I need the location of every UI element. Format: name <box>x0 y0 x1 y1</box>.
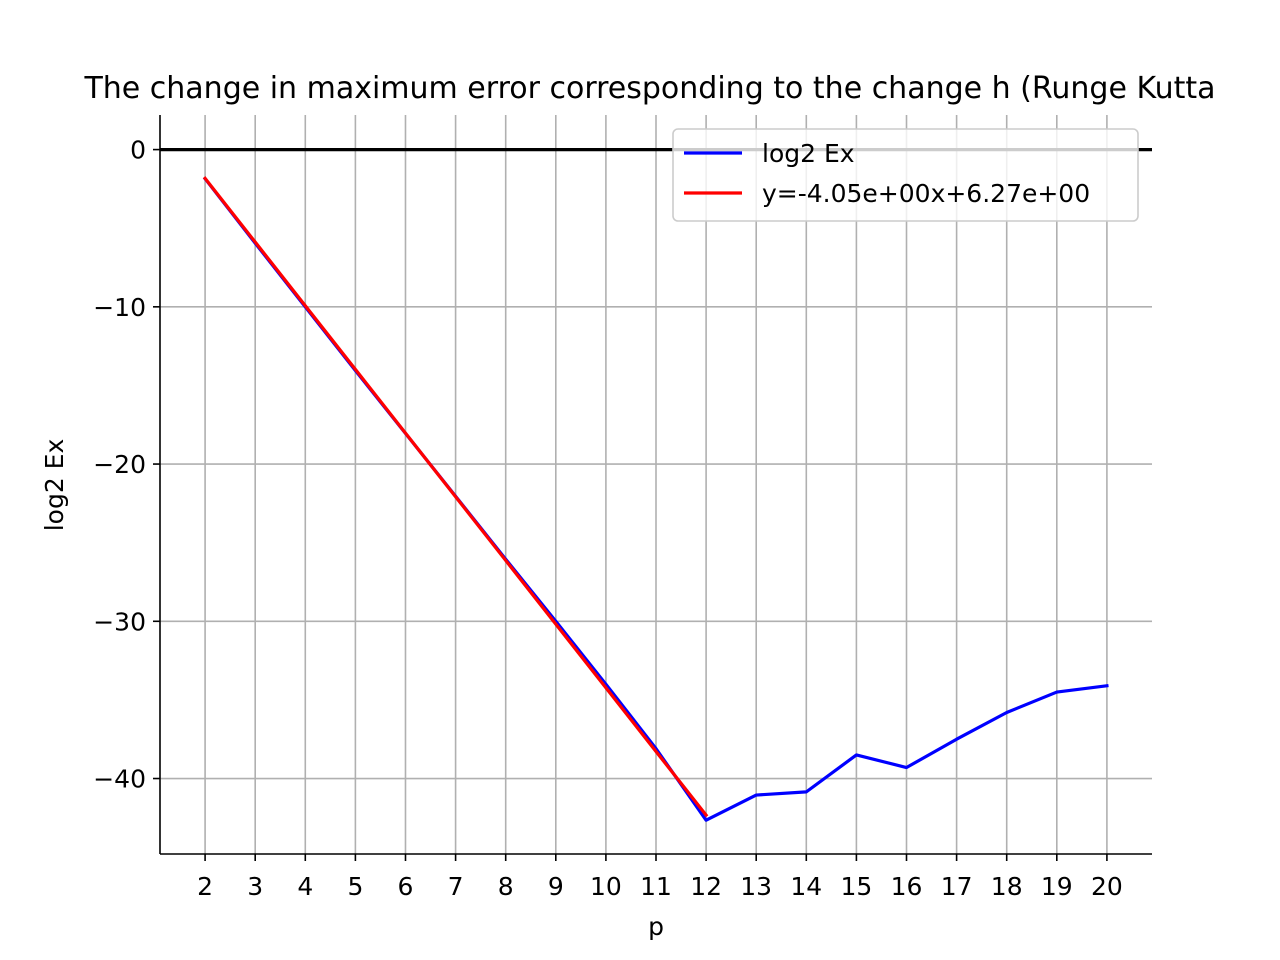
series-group <box>202 176 1109 822</box>
x-tick-label: 3 <box>247 872 263 901</box>
x-axis-label: p <box>648 912 664 941</box>
x-tick-label: 4 <box>297 872 313 901</box>
legend-box <box>672 128 1139 222</box>
x-tick-label: 13 <box>740 872 772 901</box>
x-tick-label: 19 <box>1041 872 1073 901</box>
x-tick-label: 15 <box>840 872 872 901</box>
x-tick-label: 14 <box>790 872 822 901</box>
y-tick-label: −10 <box>93 293 146 322</box>
y-tick-label: 0 <box>130 136 146 165</box>
x-tick-label: 20 <box>1091 872 1123 901</box>
y-tick-label: −40 <box>93 765 146 794</box>
ticks: 2 3 4 5 6 7 8 9 10 11 12 13 14 15 16 17 18 19 20 0 −10 −20 −30… <box>93 136 1123 901</box>
legend-label: y=-4.05e+00x+6.27e+00 <box>762 179 1090 208</box>
x-tick-label: 12 <box>690 872 722 901</box>
x-tick-label: 6 <box>398 872 414 901</box>
y-tick-label: −30 <box>93 607 146 636</box>
x-tick-label: 18 <box>991 872 1023 901</box>
x-tick-label: 5 <box>347 872 363 901</box>
legend-label: log2 Ex <box>762 139 855 168</box>
x-tick-label: 9 <box>548 872 564 901</box>
x-tick-label: 2 <box>197 872 213 901</box>
x-tick-label: 16 <box>891 872 923 901</box>
x-tick-label: 11 <box>640 872 672 901</box>
x-tick-label: 8 <box>498 872 514 901</box>
y-tick-label: −20 <box>93 450 146 479</box>
series-line-1 <box>202 176 709 818</box>
legend: log2 Ex y=-4.05e+00x+6.27e+00 <box>672 128 1139 222</box>
chart-title: The change in maximum error correspondin… <box>83 71 1215 106</box>
y-axis-label: log2 Ex <box>40 439 69 532</box>
x-tick-label: 17 <box>941 872 973 901</box>
x-tick-label: 7 <box>448 872 464 901</box>
x-tick-label: 10 <box>590 872 622 901</box>
